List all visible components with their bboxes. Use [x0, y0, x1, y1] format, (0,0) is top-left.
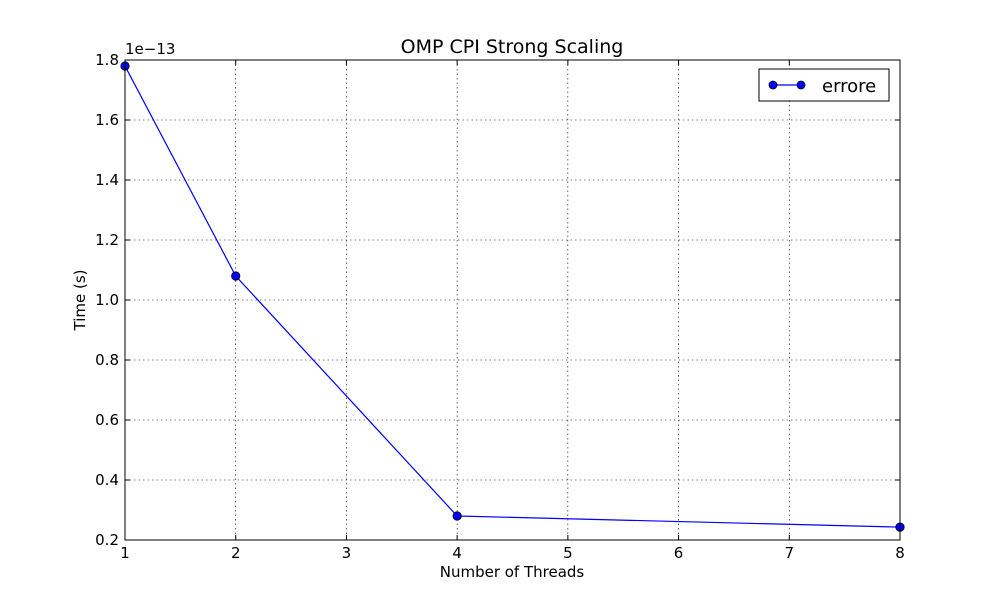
y-tick-label: 1.6 [95, 111, 119, 129]
y-tick-label: 1.8 [95, 51, 119, 69]
x-tick-label: 6 [674, 544, 684, 562]
legend-marker [768, 80, 778, 90]
y-tick-label: 1.0 [95, 291, 119, 309]
tick-labels: 1 2 3 4 5 6 7 8 0.2 0.4 0.6 0.8 1.0 1.2 1.4 1.6 1.8 [95, 51, 905, 562]
data-point [452, 511, 462, 521]
y-tick-label: 0.2 [95, 531, 119, 549]
series-line [124, 65, 901, 528]
x-axis-label: Number of Threads [440, 563, 585, 581]
x-tick-label: 4 [452, 544, 462, 562]
grid [125, 60, 900, 540]
legend: errore [758, 68, 890, 102]
x-tick-label: 2 [231, 544, 241, 562]
y-tick-label: 1.4 [95, 171, 119, 189]
chart-title: OMP CPI Strong Scaling [401, 36, 624, 58]
y-offset-label: 1e−13 [125, 40, 175, 58]
x-tick-label: 7 [785, 544, 795, 562]
y-tick-label: 0.8 [95, 351, 119, 369]
x-tick-label: 8 [895, 544, 905, 562]
x-tick-label: 3 [342, 544, 352, 562]
ticks [124, 59, 901, 541]
y-tick-label: 1.2 [95, 231, 119, 249]
y-tick-label: 0.4 [95, 471, 119, 489]
legend-marker [796, 80, 806, 90]
y-tick-label: 0.6 [95, 411, 119, 429]
data-point [231, 271, 241, 281]
x-tick-label: 1 [120, 544, 130, 562]
x-tick-label: 5 [563, 544, 573, 562]
legend-label: errore [822, 76, 876, 97]
y-axis-label: Time (s) [71, 270, 89, 332]
